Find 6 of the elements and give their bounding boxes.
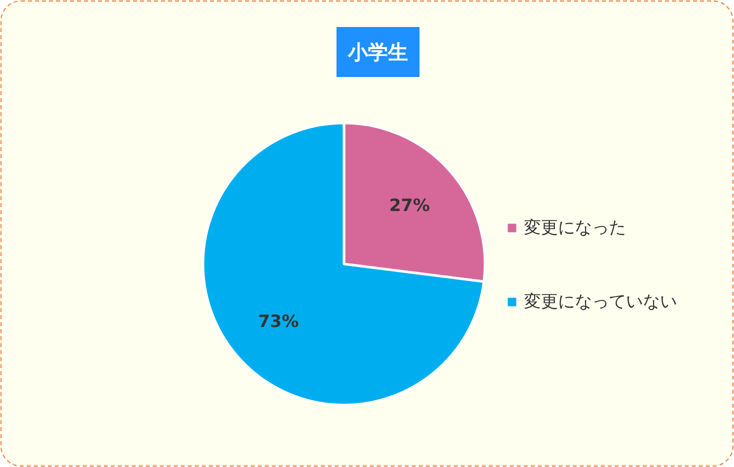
data-label: 73% [258, 312, 299, 332]
legend-label: 変更になった [524, 218, 626, 238]
chart-title: 小学生 [347, 40, 408, 64]
pie-slice [202, 122, 486, 406]
data-label: 27% [389, 196, 430, 216]
legend-label: 変更になっていない [524, 292, 677, 312]
